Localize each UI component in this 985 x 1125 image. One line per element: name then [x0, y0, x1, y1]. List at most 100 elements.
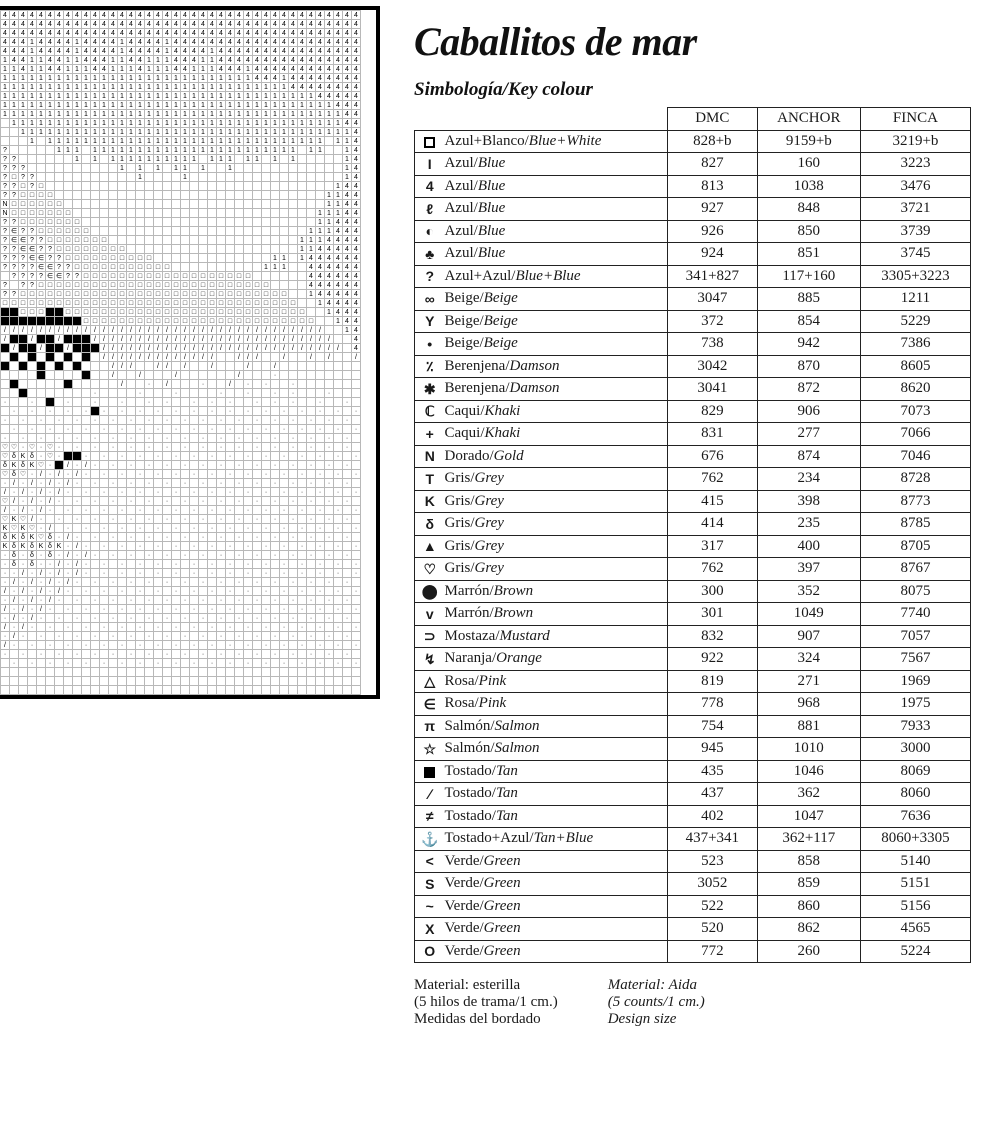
key-code-anchor: 854	[757, 310, 860, 333]
key-code-finca: 8060	[860, 783, 970, 806]
key-code-anchor: 234	[757, 468, 860, 491]
key-code-anchor: 277	[757, 423, 860, 446]
key-code-finca: 3721	[860, 198, 970, 221]
key-code-anchor: 881	[757, 715, 860, 738]
key-row: •Beige/Beige7389427386	[415, 333, 971, 356]
material-es-line3: Medidas del bordado	[414, 1011, 558, 1028]
key-color-name: Marrón/Brown	[439, 603, 668, 626]
key-symbol: ∞	[415, 288, 439, 311]
key-code-finca: 3305+3223	[860, 265, 970, 288]
key-header-finca: FINCA	[860, 108, 970, 131]
key-code-anchor: 870	[757, 355, 860, 378]
key-code-dmc: 827	[667, 153, 757, 176]
key-code-dmc: 738	[667, 333, 757, 356]
key-code-dmc: 3041	[667, 378, 757, 401]
key-header-blank	[415, 108, 668, 131]
material-en-line3: Design size	[608, 1011, 705, 1028]
key-code-anchor: 851	[757, 243, 860, 266]
key-code-dmc: 832	[667, 625, 757, 648]
key-color-name: Naranja/Orange	[439, 648, 668, 671]
key-row: ∕Tostado/Tan4373628060	[415, 783, 971, 806]
key-code-finca: 7073	[860, 400, 970, 423]
key-code-finca: 8767	[860, 558, 970, 581]
key-code-anchor: 906	[757, 400, 860, 423]
key-code-dmc: 523	[667, 850, 757, 873]
key-symbol: •	[415, 333, 439, 356]
key-color-name: Salmón/Salmon	[439, 738, 668, 761]
key-symbol: Y	[415, 310, 439, 333]
stitch-grid: 4444444444444444444444444444444444444444…	[0, 10, 361, 695]
key-color-name: Azul/Blue	[439, 220, 668, 243]
key-color-name: Azul/Blue	[439, 175, 668, 198]
key-code-finca: 5156	[860, 895, 970, 918]
key-color-name: Beige/Beige	[439, 333, 668, 356]
key-symbol: ↯	[415, 648, 439, 671]
key-row: πSalmón/Salmon7548817933	[415, 715, 971, 738]
key-code-anchor: 352	[757, 580, 860, 603]
key-symbol: ≠	[415, 805, 439, 828]
key-row: +Caqui/Khaki8312777066	[415, 423, 971, 446]
key-color-name: Azul+Blanco/Blue+White	[439, 130, 668, 153]
key-row: ~Verde/Green5228605156	[415, 895, 971, 918]
key-row: <Verde/Green5238585140	[415, 850, 971, 873]
key-color-name: Rosa/Pink	[439, 693, 668, 716]
key-row: XVerde/Green5208624565	[415, 918, 971, 941]
key-code-anchor: 362	[757, 783, 860, 806]
key-color-name: Salmón/Salmon	[439, 715, 668, 738]
material-en-line1: Material: Aida	[608, 977, 705, 994]
key-color-name: Beige/Beige	[439, 288, 668, 311]
key-code-anchor: 117+160	[757, 265, 860, 288]
key-symbol	[415, 760, 439, 783]
key-symbol: ⬤	[415, 580, 439, 603]
key-symbol: S	[415, 873, 439, 896]
key-code-dmc: 437	[667, 783, 757, 806]
key-code-dmc: 341+827	[667, 265, 757, 288]
key-symbol: ~	[415, 895, 439, 918]
key-row: ٪Berenjena/Damson30428708605	[415, 355, 971, 378]
key-code-anchor: 271	[757, 670, 860, 693]
key-code-anchor: 260	[757, 940, 860, 963]
key-code-dmc: 927	[667, 198, 757, 221]
key-code-finca: 3745	[860, 243, 970, 266]
key-row: ◐Azul/Blue9268503739	[415, 220, 971, 243]
key-code-anchor: 1047	[757, 805, 860, 828]
key-code-anchor: 362+117	[757, 828, 860, 851]
key-symbol: +	[415, 423, 439, 446]
key-header-anchor: ANCHOR	[757, 108, 860, 131]
key-color-name: Berenjena/Damson	[439, 355, 668, 378]
key-code-finca: 1975	[860, 693, 970, 716]
key-code-anchor: 1010	[757, 738, 860, 761]
key-code-anchor: 850	[757, 220, 860, 243]
key-code-dmc: 520	[667, 918, 757, 941]
key-row: ▲Gris/Grey3174008705	[415, 535, 971, 558]
key-color-name: Tostado/Tan	[439, 760, 668, 783]
key-code-dmc: 437+341	[667, 828, 757, 851]
key-code-dmc: 3052	[667, 873, 757, 896]
key-code-finca: 1211	[860, 288, 970, 311]
key-code-finca: 8069	[860, 760, 970, 783]
key-code-dmc: 945	[667, 738, 757, 761]
key-code-finca: 8075	[860, 580, 970, 603]
key-code-dmc: 813	[667, 175, 757, 198]
key-code-dmc: 828+b	[667, 130, 757, 153]
key-code-finca: 4565	[860, 918, 970, 941]
key-symbol: ☆	[415, 738, 439, 761]
key-symbol: v	[415, 603, 439, 626]
key-row: ☆Salmón/Salmon94510103000	[415, 738, 971, 761]
key-color-name: Caqui/Khaki	[439, 423, 668, 446]
key-code-dmc: 3047	[667, 288, 757, 311]
key-code-dmc: 415	[667, 490, 757, 513]
key-code-dmc: 522	[667, 895, 757, 918]
key-code-finca: 5224	[860, 940, 970, 963]
key-symbol	[415, 130, 439, 153]
key-symbol: O	[415, 940, 439, 963]
key-symbol: ⚓	[415, 828, 439, 851]
key-code-anchor: 235	[757, 513, 860, 536]
key-row: TGris/Grey7622348728	[415, 468, 971, 491]
key-row: Azul+Blanco/Blue+White828+b9159+b3219+b	[415, 130, 971, 153]
key-row: ↯Naranja/Orange9223247567	[415, 648, 971, 671]
key-code-dmc: 372	[667, 310, 757, 333]
key-header-dmc: DMC	[667, 108, 757, 131]
key-code-anchor: 398	[757, 490, 860, 513]
key-code-finca: 3739	[860, 220, 970, 243]
